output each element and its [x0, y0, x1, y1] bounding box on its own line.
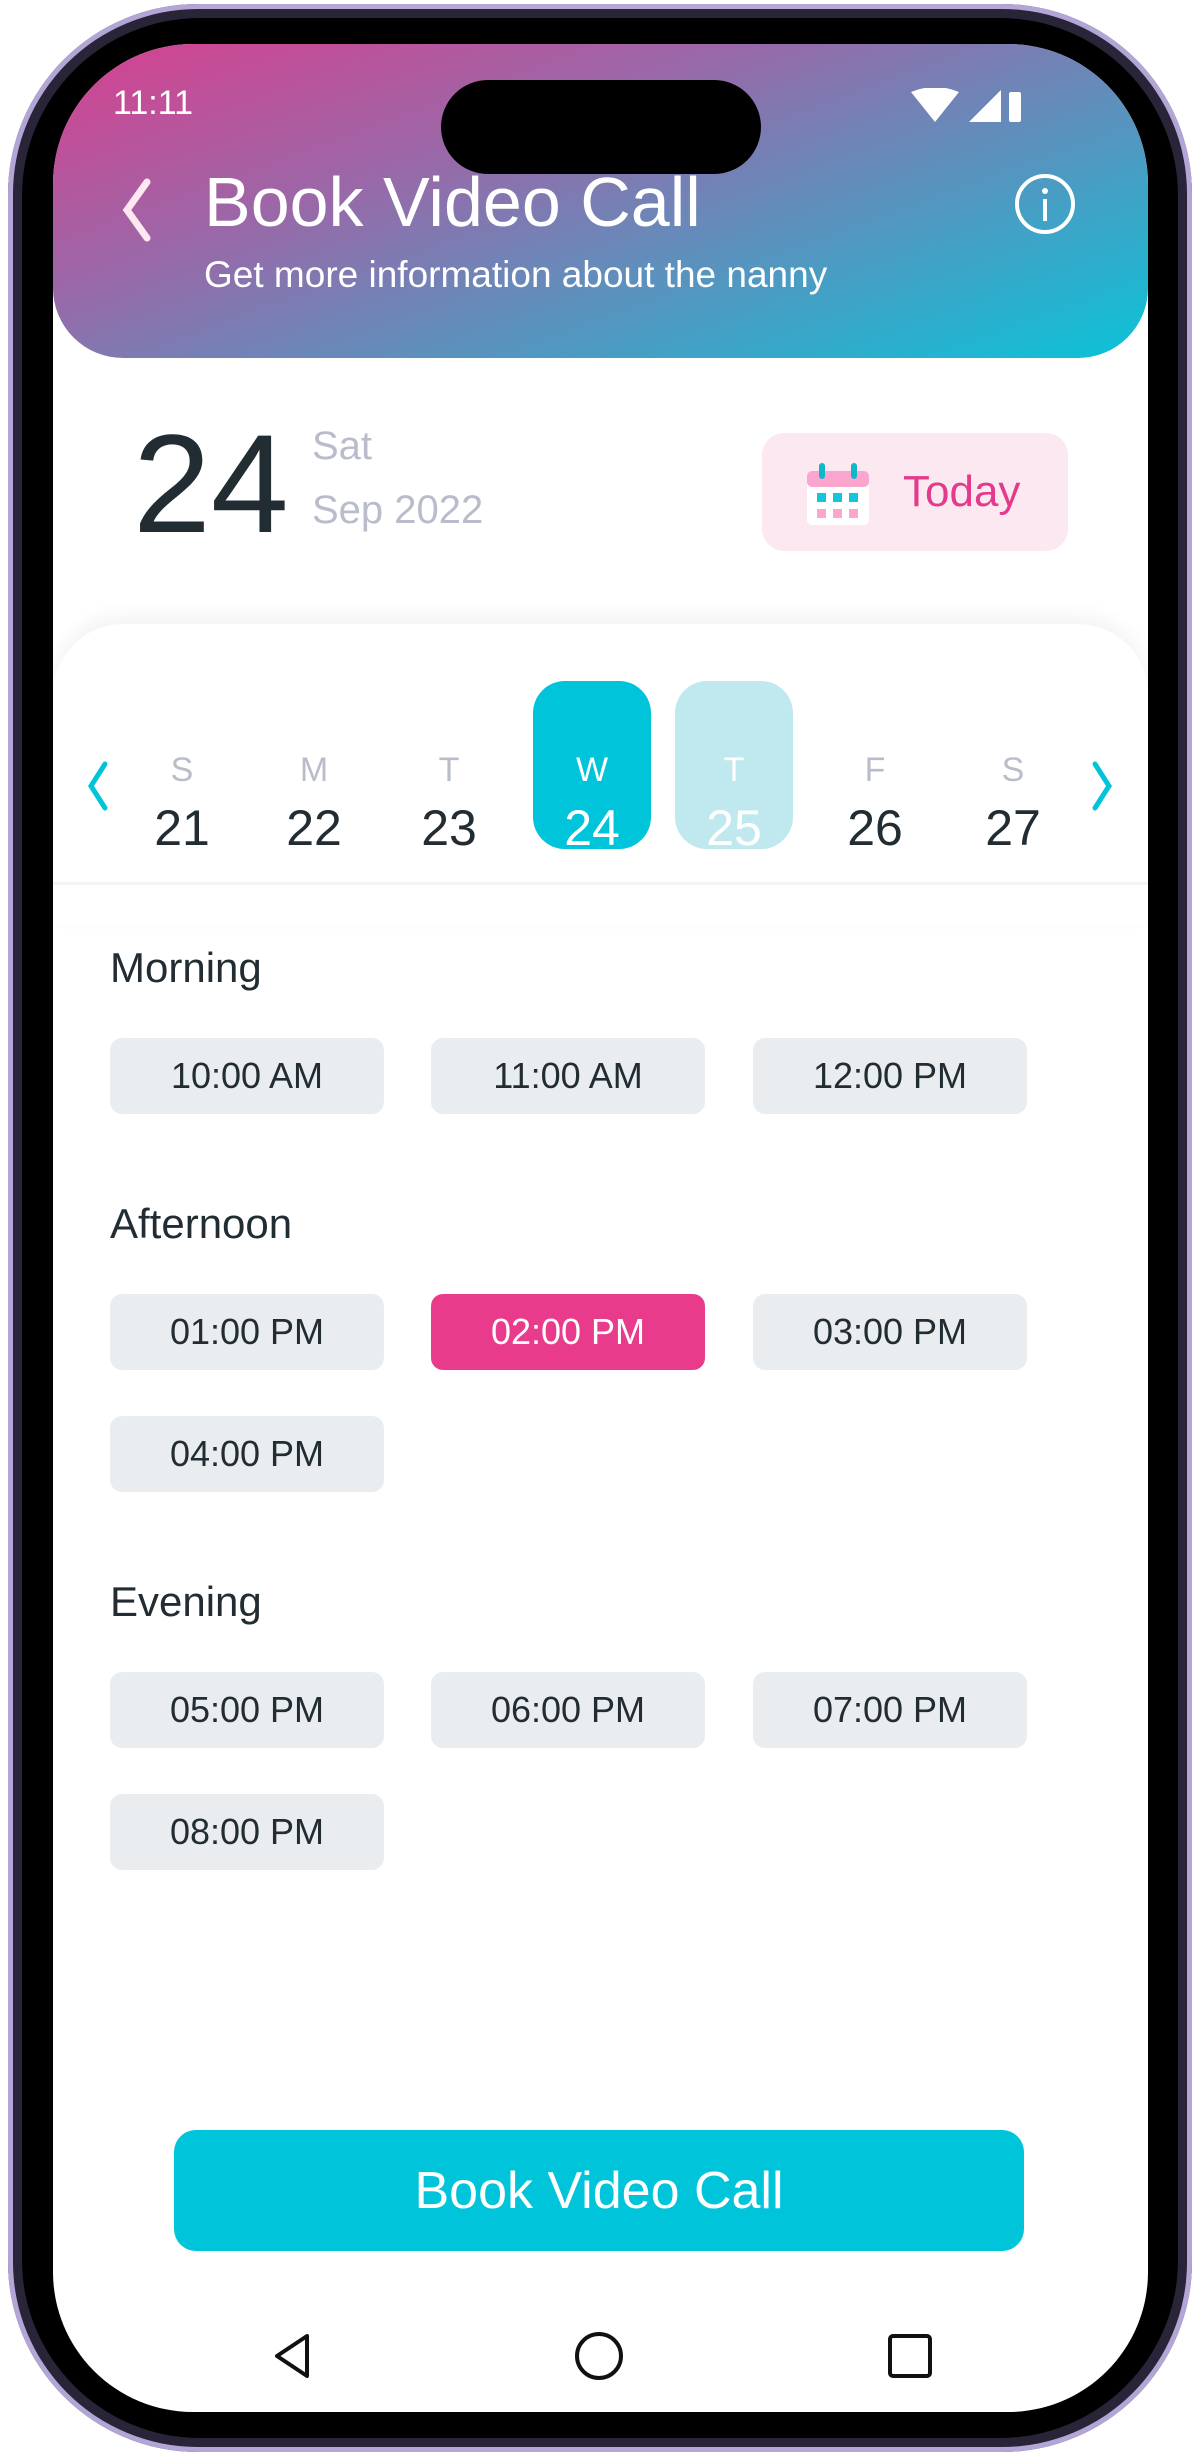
- calendar-icon: [807, 463, 869, 525]
- divider: [53, 882, 1148, 885]
- day-27[interactable]: S 27: [954, 681, 1072, 856]
- time-slot[interactable]: 11:00 AM: [431, 1038, 705, 1114]
- section-morning: Morning: [110, 944, 262, 991]
- day-25[interactable]: T 25: [675, 681, 793, 856]
- day-number: 24: [564, 800, 620, 856]
- selected-month-year: Sep 2022: [312, 488, 484, 532]
- status-time: 11:11: [113, 84, 194, 122]
- info-icon[interactable]: [1013, 172, 1077, 236]
- time-slot[interactable]: 03:00 PM: [753, 1294, 1027, 1370]
- selected-day-number: 24: [133, 405, 289, 562]
- section-evening: Evening: [110, 1578, 262, 1625]
- time-slot[interactable]: 08:00 PM: [110, 1794, 384, 1870]
- nav-back-triangle-icon[interactable]: [263, 2326, 323, 2386]
- selected-weekday: Sat: [312, 424, 373, 468]
- screen: 11:11 Book Video Call Get more informati…: [53, 44, 1148, 2412]
- back-chevron-left-icon[interactable]: [109, 170, 169, 250]
- time-slot[interactable]: 01:00 PM: [110, 1294, 384, 1370]
- time-slot[interactable]: 12:00 PM: [753, 1038, 1027, 1114]
- day-21[interactable]: S 21: [123, 681, 241, 856]
- time-slot[interactable]: 05:00 PM: [110, 1672, 384, 1748]
- time-slot[interactable]: 02:00 PM: [431, 1294, 705, 1370]
- day-24[interactable]: W 24: [533, 681, 651, 856]
- day-22[interactable]: M 22: [255, 681, 373, 856]
- status-icons: [911, 88, 1021, 122]
- time-slot[interactable]: 04:00 PM: [110, 1416, 384, 1492]
- nav-home-circle-icon[interactable]: [569, 2326, 629, 2386]
- page-title: Book Video Call: [204, 163, 701, 241]
- day-letter: M: [299, 751, 329, 789]
- day-number: 21: [154, 800, 210, 856]
- next-week-chevron-right-icon[interactable]: [1083, 756, 1123, 816]
- day-23[interactable]: T 23: [390, 681, 508, 856]
- section-afternoon: Afternoon: [110, 1200, 293, 1247]
- day-letter: T: [438, 751, 460, 789]
- time-slot[interactable]: 07:00 PM: [753, 1672, 1027, 1748]
- day-letter: S: [170, 751, 194, 789]
- nav-recents-square-icon[interactable]: [880, 2326, 940, 2386]
- wifi-icon: [911, 88, 959, 122]
- signal-icon: [969, 90, 1001, 122]
- time-slot[interactable]: 10:00 AM: [110, 1038, 384, 1114]
- prev-week-chevron-left-icon[interactable]: [77, 756, 117, 816]
- dynamic-island: [441, 80, 761, 174]
- today-label: Today: [903, 467, 1021, 516]
- day-letter: S: [1001, 751, 1025, 789]
- day-letter: W: [575, 751, 609, 789]
- day-number: 26: [847, 800, 903, 856]
- today-button[interactable]: Today: [762, 433, 1068, 551]
- book-video-call-button[interactable]: Book Video Call: [174, 2130, 1024, 2251]
- day-number: 23: [421, 800, 477, 856]
- day-letter: T: [723, 751, 745, 789]
- day-number: 22: [286, 800, 342, 856]
- battery-icon: [1009, 92, 1021, 122]
- day-number: 27: [985, 800, 1041, 856]
- time-slot[interactable]: 06:00 PM: [431, 1672, 705, 1748]
- day-26[interactable]: F 26: [816, 681, 934, 856]
- day-letter: F: [864, 751, 886, 789]
- page-subtitle: Get more information about the nanny: [204, 254, 828, 295]
- day-number: 25: [706, 800, 762, 856]
